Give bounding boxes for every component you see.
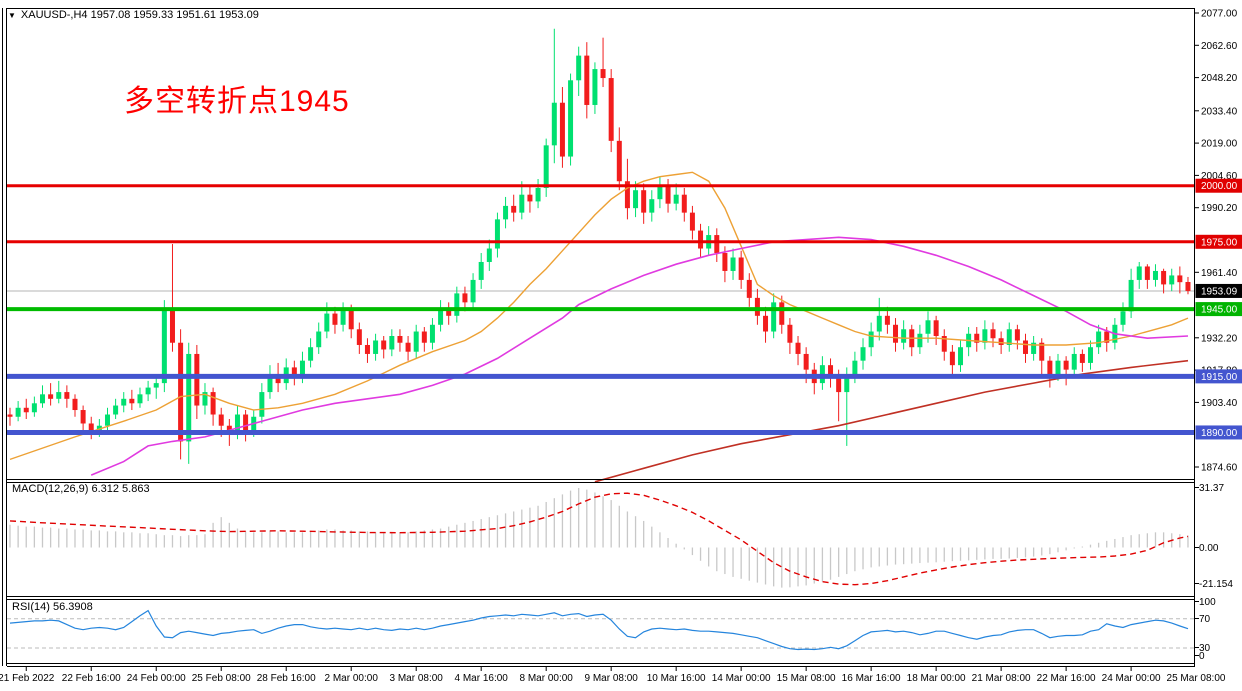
- svg-text:1945.00: 1945.00: [1201, 305, 1238, 316]
- svg-text:1953.09: 1953.09: [1201, 286, 1238, 297]
- rsi-axis-label: 70: [1199, 614, 1211, 625]
- macd-axis-label: -21.154: [1199, 579, 1233, 590]
- price-axis-label: 1874.60: [1201, 463, 1238, 474]
- time-axis-label: 2 Mar 00:00: [325, 673, 379, 684]
- macd-axis-label: 31.37: [1199, 483, 1224, 494]
- time-axis-label: 24 Feb 00:00: [127, 673, 186, 684]
- svg-text:2000.00: 2000.00: [1201, 181, 1238, 192]
- price-axis-label: 2033.40: [1201, 106, 1238, 117]
- main-price-panel: [7, 28, 1194, 483]
- price-axis-label: 2062.60: [1201, 41, 1238, 52]
- time-axis-label: 21 Feb 2022: [0, 673, 55, 684]
- price-axis-label: 2019.00: [1201, 139, 1238, 150]
- price-axis-label: 1990.20: [1201, 203, 1238, 214]
- svg-text:1915.00: 1915.00: [1201, 372, 1238, 383]
- rsi-axis-label: 100: [1199, 597, 1216, 608]
- price-badge-1975.00: [1195, 234, 1242, 249]
- time-axis-label: 8 Mar 00:00: [519, 673, 573, 684]
- price-axis-label: 1932.20: [1201, 333, 1238, 344]
- macd-axis-label: 0.00: [1199, 543, 1219, 554]
- rsi-axis-label: 30: [1199, 643, 1211, 654]
- time-axis-label: 9 Mar 08:00: [584, 673, 638, 684]
- ma-mid-line: [90, 236, 1189, 476]
- price-badge-2000.00: [1195, 178, 1242, 193]
- macd-indicator-label: MACD(12,26,9) 6.312 5.863: [12, 483, 150, 495]
- macd-panel: [9, 487, 1189, 588]
- time-axis-label: 24 Mar 00:00: [1102, 673, 1161, 684]
- time-axis-label: 18 Mar 00:00: [907, 673, 966, 684]
- symbol-header: ▼ XAUUSD-,H4 1957.08 1959.33 1951.61 195…: [8, 9, 259, 21]
- price-axis-label: 1961.40: [1201, 268, 1238, 279]
- price-axis-label: 1903.40: [1201, 398, 1238, 409]
- price-axis: 2077.00 2062.60 2048.20 2033.40 2019.00 2004.…: [1194, 9, 1242, 662]
- time-axis-label: 10 Mar 16:00: [647, 673, 706, 684]
- time-axis-label: 4 Mar 16:00: [455, 673, 509, 684]
- time-axis-label: 3 Mar 08:00: [390, 673, 444, 684]
- price-badge-1915.00: [1195, 369, 1242, 384]
- price-badge-1945.00: [1195, 302, 1242, 317]
- symbol-dropdown-icon[interactable]: ▼: [8, 10, 16, 20]
- time-axis-label: 14 Mar 00:00: [712, 673, 771, 684]
- svg-text:1890.00: 1890.00: [1201, 428, 1238, 439]
- time-axis-label: 15 Mar 08:00: [777, 673, 836, 684]
- price-axis-label: 2048.20: [1201, 73, 1238, 84]
- panel-borders: [2, 8, 1195, 667]
- candlestick-layer: [7, 28, 1191, 464]
- symbol-ohlc-text: XAUUSD-,H4 1957.08 1959.33 1951.61 1953.…: [20, 9, 259, 21]
- time-axis-label: 28 Feb 16:00: [257, 673, 316, 684]
- rsi-panel: [7, 609, 1194, 651]
- rsi-axis-label: 0: [1199, 651, 1205, 662]
- time-axis-label: 25 Feb 08:00: [192, 673, 251, 684]
- time-axis: 21 Feb 2022 22 Feb 16:00 24 Feb 00:00 25 Fe…: [0, 666, 1226, 684]
- price-badge-1890.00: [1195, 425, 1242, 440]
- time-axis-label: 25 Mar 08:00: [1167, 673, 1226, 684]
- rsi-indicator-label: RSI(14) 56.3908: [12, 601, 93, 613]
- macd-signal-line: [9, 492, 1189, 586]
- price-axis-label: 2004.60: [1201, 171, 1238, 182]
- time-axis-label: 21 Mar 08:00: [972, 673, 1031, 684]
- rsi-line: [9, 609, 1189, 651]
- annotation-text: 多空转折点1945: [124, 85, 350, 118]
- svg-text:1975.00: 1975.00: [1201, 237, 1238, 248]
- price-badge-1953.09: [1195, 283, 1242, 298]
- ma-fast-line: [9, 171, 1189, 461]
- time-axis-label: 22 Mar 16:00: [1037, 673, 1096, 684]
- time-axis-label: 22 Feb 16:00: [62, 673, 121, 684]
- time-axis-label: 16 Mar 16:00: [842, 673, 901, 684]
- price-axis-label: 2077.00: [1201, 9, 1238, 20]
